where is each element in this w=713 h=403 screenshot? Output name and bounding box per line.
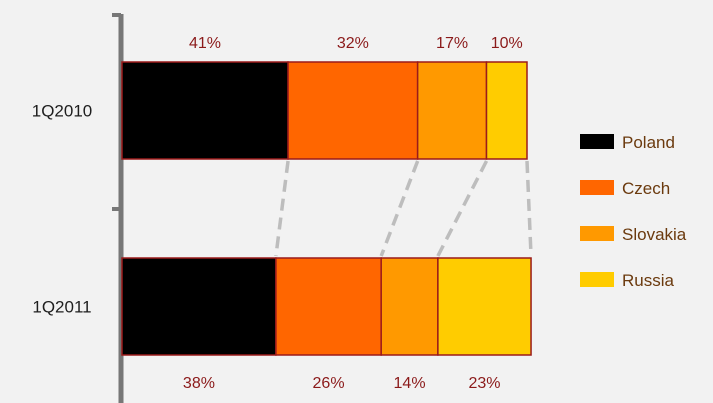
connector-line bbox=[274, 160, 290, 257]
category-label: 1Q2010 bbox=[32, 102, 93, 121]
category-label: 1Q2011 bbox=[32, 298, 91, 317]
bar-segment-poland bbox=[121, 257, 277, 356]
legend-label: Slovakia bbox=[622, 225, 687, 244]
data-label: 32% bbox=[337, 35, 369, 52]
legend-label: Russia bbox=[622, 271, 675, 290]
connector-line bbox=[379, 160, 420, 257]
data-label: 10% bbox=[491, 35, 523, 52]
bar-segment-czech bbox=[275, 257, 382, 356]
bar-segment-russia bbox=[485, 61, 528, 160]
legend-label: Poland bbox=[622, 133, 675, 152]
legend-swatch-czech bbox=[580, 180, 614, 195]
data-label: 38% bbox=[183, 375, 215, 392]
data-label: 14% bbox=[394, 375, 426, 392]
connector-line bbox=[525, 160, 533, 257]
bar-segment-slovakia bbox=[380, 257, 439, 356]
bar-segment-poland bbox=[121, 61, 289, 160]
data-label: 26% bbox=[313, 375, 345, 392]
bar-segment-slovakia bbox=[416, 61, 488, 160]
bar-segment-czech bbox=[287, 61, 419, 160]
legend-swatch-slovakia bbox=[580, 226, 614, 241]
connector-line bbox=[436, 160, 489, 257]
bar-segment-russia bbox=[437, 257, 532, 356]
data-label: 23% bbox=[468, 375, 500, 392]
data-label: 17% bbox=[436, 35, 468, 52]
legend-swatch-russia bbox=[580, 272, 614, 287]
legend-label: Czech bbox=[622, 179, 670, 198]
data-label: 41% bbox=[189, 35, 221, 52]
legend-swatch-poland bbox=[580, 134, 614, 149]
